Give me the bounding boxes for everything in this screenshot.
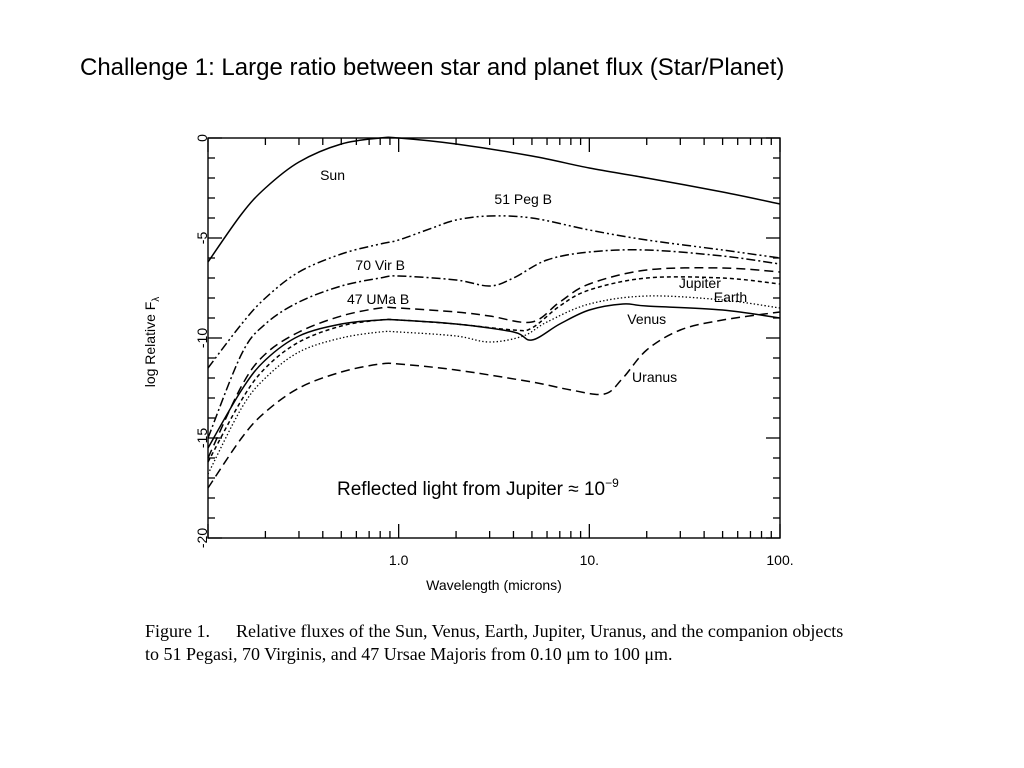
y-tick-label: -10 (194, 328, 210, 348)
x-axis-label: Wavelength (microns) (426, 577, 562, 593)
series-label-47-uma-b: 47 UMa B (347, 291, 409, 307)
caption-label: Figure 1. (145, 621, 210, 641)
y-axis-label-text: log Relative F (142, 302, 158, 388)
series-label-venus: Venus (627, 311, 666, 327)
slide-title: Challenge 1: Large ratio between star an… (80, 54, 785, 81)
series-line-venus (207, 303, 781, 449)
series-line-earth (207, 295, 781, 475)
series-label-uranus: Uranus (632, 369, 677, 385)
y-tick-label: -5 (194, 232, 210, 245)
series-line-jupiter (207, 276, 781, 463)
y-tick-label: 0 (194, 134, 210, 142)
tick-labels: 1.0 10. 100. 0 -5 -10 -15 -20 (194, 134, 794, 568)
series-label-51-peg-b: 51 Peg B (494, 191, 552, 207)
figure-caption: Figure 1. Relative fluxes of the Sun, Ven… (145, 620, 845, 666)
series-line-47-uma-b (207, 267, 781, 459)
y-tick-label: -20 (194, 528, 210, 548)
y-axis-label: log Relative Fλ (142, 297, 162, 388)
series-label-earth: Earth (714, 289, 747, 305)
annotation-exponent: −9 (605, 476, 619, 490)
series-line-51-peg-b (207, 215, 781, 369)
series-label-sun: Sun (320, 167, 345, 183)
x-tick-label: 1.0 (389, 552, 409, 568)
series-line-uranus (207, 311, 781, 489)
series-line-70-vir-b (207, 249, 781, 439)
annotation-text: Reflected light from Jupiter ≈ 10 (337, 479, 605, 500)
series-label-70-vir-b: 70 Vir B (355, 257, 405, 273)
series-lines (207, 136, 781, 489)
x-tick-label: 100. (766, 552, 793, 568)
jupiter-annotation: Reflected light from Jupiter ≈ 10−9 (337, 476, 619, 500)
caption-text: Relative fluxes of the Sun, Venus, Earth… (145, 621, 844, 664)
y-axis-label-subscript: λ (151, 297, 162, 302)
series-label-jupiter: Jupiter (679, 275, 721, 291)
x-tick-label: 10. (580, 552, 599, 568)
series-line-sun (207, 136, 781, 263)
y-tick-label: -15 (194, 428, 210, 448)
